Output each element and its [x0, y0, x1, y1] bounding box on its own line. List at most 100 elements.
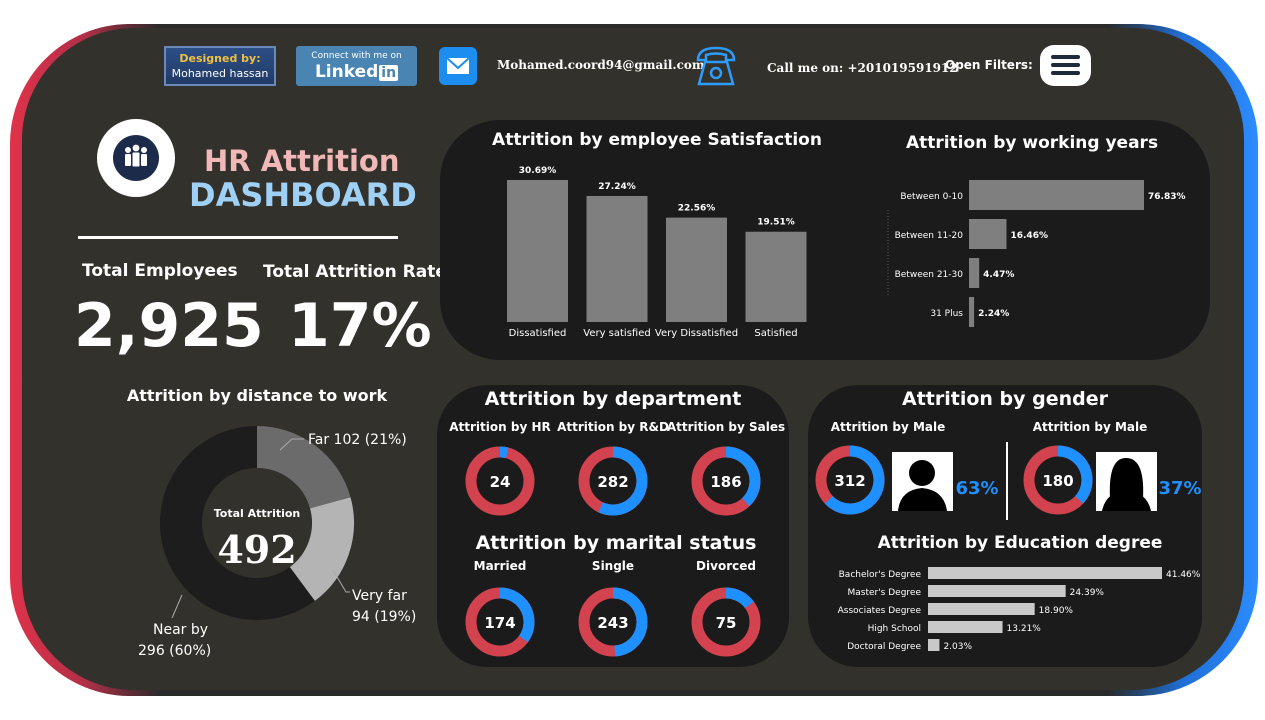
- education-bar-label: 2.03%: [943, 642, 972, 652]
- education-category-label: Doctoral Degree: [847, 642, 921, 652]
- designed-by-badge[interactable]: Designed by: Mohamed hassan: [164, 46, 276, 86]
- linkedin-word: Linked: [314, 62, 379, 82]
- male-body-shape: [898, 488, 947, 511]
- marital-chart-title: Attrition by marital status: [475, 532, 757, 554]
- department-donut-segment: [725, 446, 761, 507]
- satisfaction-category-label: Very satisfied: [583, 328, 650, 339]
- department-item-label: Attrition by HR: [449, 420, 550, 434]
- open-filters-label: Open Filters:: [945, 58, 1033, 72]
- gender-percent-label: 63%: [955, 478, 998, 499]
- satisfaction-bar: [666, 217, 727, 322]
- department-item-label: Attrition by Sales: [667, 420, 785, 434]
- people-group-icon: [113, 135, 159, 181]
- education-bar-label: 13.21%: [1007, 624, 1042, 634]
- satisfaction-bar: [507, 180, 568, 322]
- department-marital-donuts: Attrition by HR 24 Attrition by R&D 282 Attr…: [449, 420, 785, 657]
- marital-donut-value: 243: [597, 614, 628, 632]
- education-bar-label: 18.90%: [1039, 606, 1074, 616]
- linkedin-logo: Linked in: [296, 62, 417, 82]
- department-item-label: Attrition by R&D: [557, 420, 669, 434]
- working-years-bar-label: 4.47%: [983, 270, 1014, 280]
- marital-donut-segment: [499, 587, 535, 643]
- distance-chart-title: Attrition by distance to work: [126, 386, 388, 405]
- distance-donut-slice: [289, 497, 354, 601]
- working-years-bar: [969, 297, 975, 327]
- working-years-bar-label: 2.24%: [978, 309, 1009, 319]
- satisfaction-category-label: Very Dissatisfied: [655, 328, 738, 339]
- telephone-icon[interactable]: [692, 42, 740, 90]
- gender-donut-segment: [824, 445, 885, 515]
- distance-near-value: 296 (60%): [138, 643, 211, 659]
- satisfaction-bar-label: 19.51%: [757, 218, 795, 228]
- satisfaction-bar: [586, 195, 648, 322]
- distance-veryfar-value: 94 (19%): [352, 609, 416, 625]
- distance-center-label: Total Attrition: [214, 507, 301, 520]
- distance-donut-chart: Total Attrition 492 Far 102 (21%) Very far 9…: [138, 426, 416, 659]
- gender-donut-value: 312: [834, 472, 865, 490]
- marital-donut-segment: [612, 587, 648, 657]
- linkedin-in-badge: in: [379, 65, 399, 81]
- linkedin-button[interactable]: Connect with me on Linked in: [296, 46, 417, 86]
- education-bar: [928, 567, 1162, 579]
- education-bar: [928, 585, 1066, 597]
- gender-education-panel: [808, 385, 1202, 667]
- gender-donut-value: 180: [1042, 472, 1073, 490]
- education-chart-title: Attrition by Education degree: [877, 533, 1163, 553]
- title-divider: [78, 236, 398, 239]
- marital-donut-value: 75: [716, 614, 737, 632]
- education-bar-chart: Bachelor's Degree 41.46% Master's Degree 24…: [838, 567, 1201, 652]
- attrition-rate-label: Total Attrition Rate: [263, 262, 447, 282]
- working-years-bar: [969, 258, 980, 288]
- distance-far-leader: [279, 438, 304, 451]
- working-years-bar-label: 16.46%: [1010, 231, 1047, 241]
- department-donut-value: 282: [597, 473, 628, 491]
- satisfaction-bar-label: 27.24%: [598, 182, 636, 192]
- title-line2: DASHBOARD: [189, 176, 417, 214]
- gender-donuts: Attrition by Male 312 63% Attrition by Male…: [815, 420, 1202, 520]
- satisfaction-category-label: Dissatisfied: [509, 328, 567, 339]
- gender-item-label: Attrition by Male: [1033, 420, 1148, 434]
- satisfaction-category-label: Satisfied: [754, 328, 797, 339]
- distance-center-value: 492: [217, 527, 296, 572]
- open-filters-button[interactable]: [1040, 45, 1091, 86]
- satisfaction-bar-label: 22.56%: [678, 204, 716, 214]
- education-category-label: Master's Degree: [847, 588, 921, 598]
- department-marital-panel: [437, 385, 789, 667]
- education-bar: [928, 621, 1003, 633]
- education-category-label: High School: [868, 624, 921, 634]
- hamburger-line: [1051, 71, 1080, 75]
- department-chart-title: Attrition by department: [484, 388, 742, 410]
- satisfaction-chart-title: Attrition by employee Satisfaction: [492, 130, 822, 150]
- female-silhouette-icon: [1109, 458, 1144, 498]
- working-years-category-label: Between 11-20: [895, 231, 964, 241]
- working-years-bar: [969, 180, 1144, 210]
- education-category-label: Bachelor's Degree: [839, 570, 922, 580]
- working-years-bar: [969, 219, 1007, 249]
- distance-veryfar-leader: [332, 569, 350, 593]
- satisfaction-bar-label: 30.69%: [519, 166, 557, 176]
- email-text[interactable]: Mohamed.coord94@gmail.com: [497, 58, 705, 72]
- working-years-category-label: 31 Plus: [930, 309, 963, 319]
- distance-near-label: Near by: [153, 622, 208, 638]
- working-years-chart-title: Attrition by working years: [905, 133, 1159, 153]
- title-line1: HR Attrition: [204, 144, 400, 178]
- top-chart-panel: [440, 120, 1210, 360]
- mail-icon[interactable]: [439, 47, 477, 85]
- working-years-bar-label: 76.83%: [1148, 192, 1186, 202]
- education-bar-label: 24.39%: [1070, 588, 1105, 598]
- department-donut-value: 186: [710, 473, 741, 491]
- distance-donut-slice: [160, 426, 315, 620]
- distance-veryfar-label: Very far: [352, 588, 407, 604]
- marital-item-label: Single: [592, 559, 634, 573]
- total-employees-value: 2,925: [74, 291, 264, 361]
- marital-item-label: Married: [474, 559, 527, 573]
- satisfaction-bar: [745, 231, 807, 322]
- marital-item-label: Divorced: [696, 559, 756, 573]
- department-donut-segment: [499, 446, 509, 459]
- education-category-label: Associates Degree: [838, 606, 922, 616]
- distance-near-leader: [171, 594, 183, 619]
- logo-circle: [97, 119, 175, 197]
- education-bar-label: 41.46%: [1166, 570, 1201, 580]
- distance-far-label: Far 102 (21%): [308, 432, 407, 448]
- marital-donut-value: 174: [484, 614, 515, 632]
